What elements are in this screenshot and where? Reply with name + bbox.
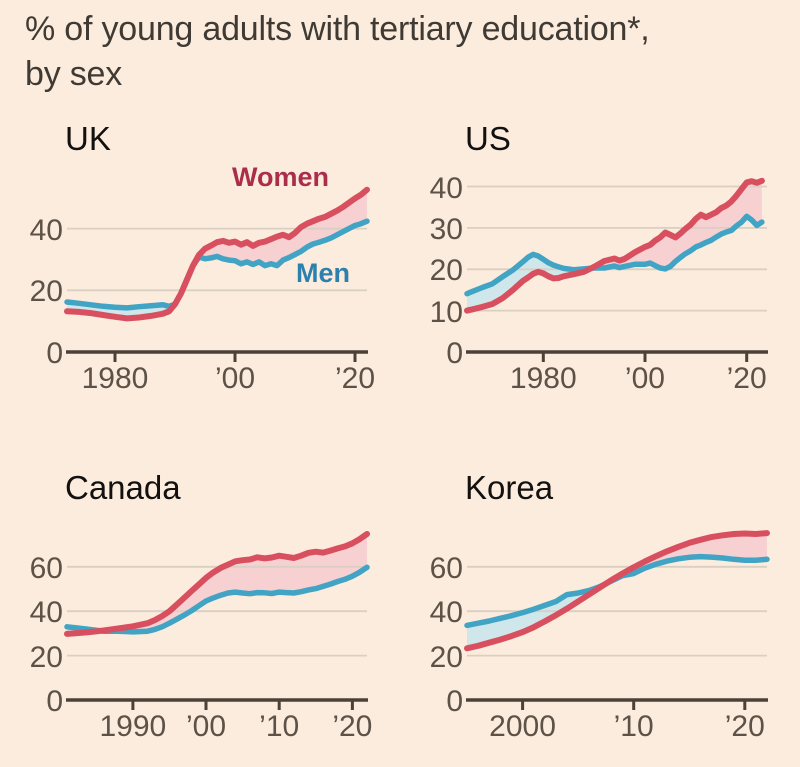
uk-y-tick-label-0: 0 <box>46 337 63 370</box>
korea-x-tick-label-2000: 2000 <box>489 710 556 743</box>
canada-y-tick-label-60: 60 <box>29 551 63 585</box>
subplot-title-korea: Korea <box>465 469 554 506</box>
uk-women-line <box>64 186 370 322</box>
uk-y-tick-label-20: 20 <box>29 275 63 309</box>
us-y-tick-label-0: 0 <box>446 337 463 370</box>
korea-y-tick-label-20: 20 <box>429 640 463 674</box>
uk-x-tick-label-2000: ’00 <box>214 362 256 395</box>
canada-women-line <box>64 531 370 637</box>
korea-women-gap-area <box>605 533 767 584</box>
canada-x-tick-label-2000: ’00 <box>185 710 227 743</box>
uk-women-gap-area <box>193 189 367 266</box>
uk-men-line <box>64 218 370 311</box>
canada-men-line <box>64 564 370 635</box>
canada-y-tick-label-0: 0 <box>46 685 63 718</box>
korea-men-gap-area <box>467 583 606 649</box>
korea-y-tick-label-0: 0 <box>446 685 463 718</box>
us-x-tick-label-2000: ’00 <box>624 362 665 395</box>
us-x-tick-label-2020: ’20 <box>726 362 767 395</box>
us-y-tick-label-40: 40 <box>429 171 463 205</box>
us-y-tick-label-10: 10 <box>429 295 463 329</box>
korea-chart <box>464 530 770 710</box>
canada-chart <box>64 531 370 710</box>
korea-y-tick-label-60: 60 <box>429 551 463 585</box>
uk-x-tick-label-2020: ’20 <box>334 362 376 395</box>
canada-y-tick-label-20: 20 <box>29 640 63 674</box>
uk-chart <box>64 186 370 362</box>
us-chart <box>464 177 768 362</box>
subplot-title-uk: UK <box>65 120 111 157</box>
page-title-line1: % of young adults with tertiary educatio… <box>25 10 650 48</box>
us-x-tick-label-1980: 1980 <box>509 362 577 395</box>
korea-women-line <box>464 530 770 652</box>
subplot-title-us: US <box>465 120 511 157</box>
uk-x-tick-label-1980: 1980 <box>81 362 149 395</box>
subplot-title-canada: Canada <box>65 469 181 506</box>
uk-y-tick-label-40: 40 <box>29 213 63 247</box>
us-y-tick-label-30: 30 <box>429 212 463 246</box>
us-men-gap-area <box>467 254 592 311</box>
us-women-line <box>464 177 765 314</box>
men-series-label: Men <box>296 258 350 288</box>
korea-y-tick-label-40: 40 <box>429 596 463 630</box>
women-series-label: Women <box>232 162 330 192</box>
canada-x-tick-label-2010: ’10 <box>259 710 300 743</box>
canada-y-tick-label-40: 40 <box>29 596 63 630</box>
korea-x-tick-label-2010: ’10 <box>613 710 654 743</box>
canada-x-tick-label-2020: ’20 <box>332 710 373 743</box>
korea-x-tick-label-2020: ’20 <box>724 710 765 743</box>
page-title-line2: by sex <box>25 55 123 93</box>
us-y-tick-label-20: 20 <box>429 254 463 288</box>
us-men-line <box>464 213 765 297</box>
canada-x-tick-label-1990: 1990 <box>99 710 167 743</box>
